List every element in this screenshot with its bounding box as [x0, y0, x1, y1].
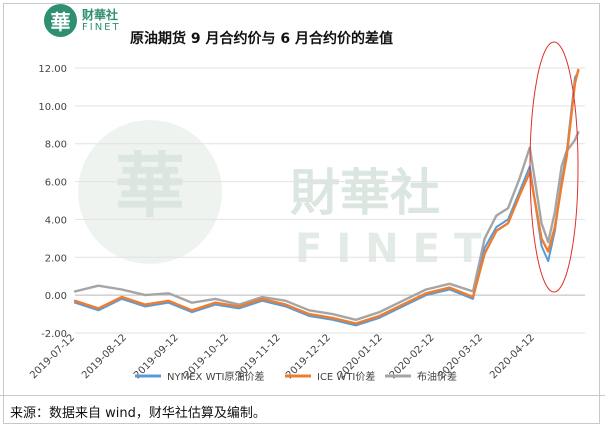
- x-tick-label: 2019-08-12: [80, 332, 129, 381]
- watermark-cn: 財華社: [290, 163, 440, 222]
- series-line-ice: [73, 68, 580, 325]
- y-tick-label: 2.00: [45, 253, 67, 264]
- x-tick-label: 2020-04-12: [488, 332, 537, 381]
- logo-english-name: FINET: [82, 22, 121, 33]
- y-tick-label: 10.00: [38, 102, 67, 113]
- watermark: 華 財華社 FINET: [78, 120, 495, 272]
- y-tick-label: 6.00: [45, 178, 67, 189]
- legend-label-ice: ICE WTI价差: [317, 370, 375, 383]
- series-line-nymex: [74, 70, 580, 327]
- legend-label-brent: 布油价差: [417, 370, 457, 383]
- series-lines: [73, 68, 580, 327]
- footer-divider: [0, 395, 605, 396]
- highlight-ellipse: [529, 41, 579, 293]
- series-line-brent: [73, 131, 580, 321]
- logo-chinese-name: 财華社: [82, 8, 119, 22]
- x-axis: 2019-07-12 2019-08-12 2019-09-12 2019-10-12…: [28, 332, 537, 381]
- grid-lines: [75, 67, 585, 334]
- legend-label-nymex: NYMEX WTI原油价差: [167, 370, 265, 383]
- source-note: 来源：数据来自 wind，财华社估算及编制。: [10, 406, 266, 421]
- y-tick-label: 8.00: [45, 140, 67, 151]
- logo-badge-icon: 華: [44, 4, 77, 37]
- legend: NYMEX WTI原油价差 ICE WTI价差 布油价差: [135, 370, 457, 383]
- y-tick-label: -2.00: [41, 329, 67, 340]
- chart-title: 原油期货 9 月合约价与 6 月合约价的差值: [130, 31, 393, 47]
- y-axis: -2.00 0.00 2.00 4.00 6.00 8.00 10.00 12.00: [38, 64, 67, 340]
- y-tick-label: 4.00: [45, 215, 67, 226]
- y-tick-label: 12.00: [38, 64, 67, 75]
- watermark-mark: 華: [115, 144, 185, 227]
- watermark-en: FINET: [295, 226, 495, 272]
- watermark-seal-icon: [78, 120, 222, 264]
- y-tick-label: 0.00: [45, 291, 67, 302]
